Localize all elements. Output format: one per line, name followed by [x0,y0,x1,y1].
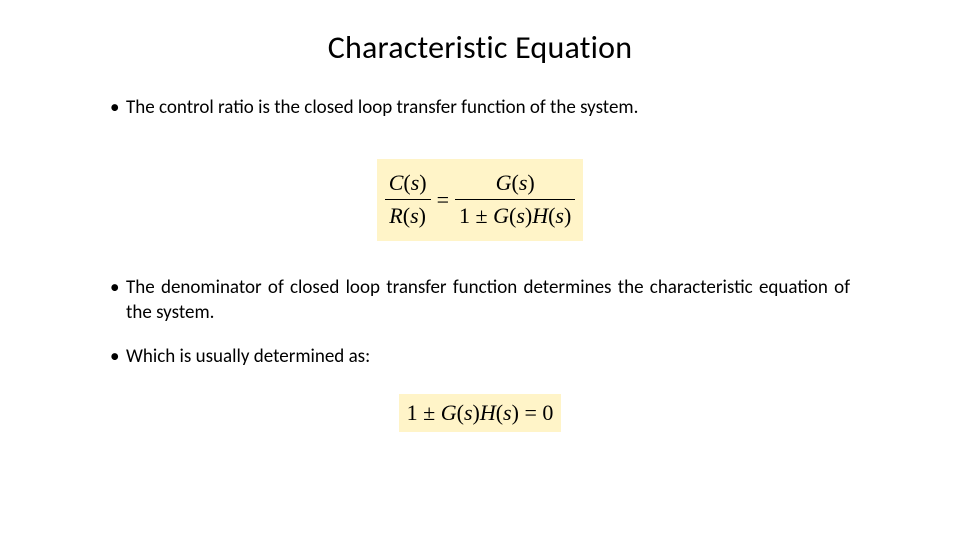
equation-1-lhs-num: C(s) [385,167,431,200]
spacer [110,139,850,141]
equation-1: C(s) R(s) = G(s) 1 ± G(s)H(s) [377,159,584,241]
equation-1-rhs-frac: G(s) 1 ± G(s)H(s) [455,167,575,233]
equation-1-row: C(s) R(s) = G(s) 1 ± G(s)H(s) [385,167,576,233]
equation-1-wrap: C(s) R(s) = G(s) 1 ± G(s)H(s) [110,159,850,241]
bullet-2: The denominator of closed loop transfer … [110,275,850,326]
equation-1-lhs-den: R(s) [385,200,430,233]
bullet-1: The control ratio is the closed loop tra… [110,95,850,121]
page-title: Characteristic Equation [110,28,850,67]
equation-1-rhs-num: G(s) [492,167,539,200]
equals-sign: = [437,189,449,211]
equation-1-rhs-den: 1 ± G(s)H(s) [455,200,575,233]
bullet-3: Which is usually determined as: [110,344,850,370]
equation-2: 1 ± G(s)H(s) = 0 [399,394,562,432]
equation-2-wrap: 1 ± G(s)H(s) = 0 [110,394,850,432]
equation-2-text: 1 ± G(s)H(s) = 0 [407,402,554,424]
slide: Characteristic Equation The control rati… [0,0,960,540]
equation-1-lhs-frac: C(s) R(s) [385,167,431,233]
equation-2-row: 1 ± G(s)H(s) = 0 [407,402,554,424]
